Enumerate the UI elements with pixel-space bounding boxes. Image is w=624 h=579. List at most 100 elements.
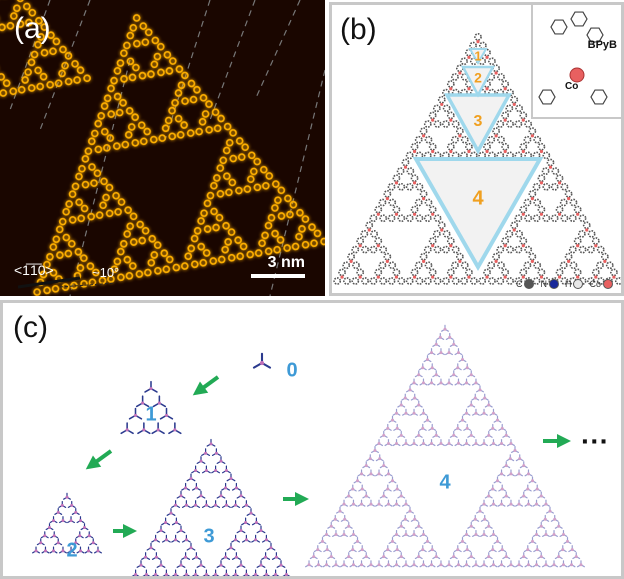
cobalt-node	[224, 555, 228, 559]
cobalt-atom	[467, 87, 471, 91]
molecule-ring	[378, 198, 387, 207]
cobalt-node	[249, 511, 253, 515]
molecular-ring	[168, 132, 177, 141]
cobalt-node	[553, 517, 557, 521]
molecule-ring	[469, 151, 478, 160]
molecular-ring	[286, 210, 294, 219]
molecule-ring	[555, 205, 564, 214]
molecular-ring	[137, 121, 146, 130]
molecular-ring	[76, 264, 85, 272]
molecular-ring	[310, 239, 318, 248]
stm-image	[0, 0, 325, 296]
molecule-ring	[497, 261, 505, 270]
cobalt-node	[184, 486, 188, 490]
molecule-ring	[451, 261, 459, 270]
molecule-ring	[428, 205, 437, 214]
molecular-ring	[181, 71, 189, 80]
cobalt-node	[69, 519, 73, 523]
molecule-ring	[410, 174, 419, 183]
molecule-ring	[487, 261, 496, 270]
molecular-ring	[180, 262, 189, 270]
cobalt-atom	[567, 259, 571, 263]
molecular-ring	[283, 244, 291, 252]
molecule-ring	[568, 214, 577, 223]
molecule-ring	[488, 88, 496, 97]
cobalt-node	[184, 538, 188, 542]
cobalt-node	[69, 549, 73, 553]
cobalt-node	[342, 532, 346, 536]
molecular-ring	[87, 212, 96, 221]
cobalt-node	[194, 555, 198, 559]
molecular-ring	[55, 225, 64, 234]
molecule-ring	[460, 277, 468, 285]
molecule-ring	[432, 104, 441, 113]
molecule-ring	[524, 214, 533, 223]
cobalt-node	[403, 517, 407, 521]
molecule-ring	[460, 88, 468, 97]
cobalt-node	[487, 555, 491, 559]
molecular-ring	[121, 140, 130, 149]
molecular-ring	[243, 185, 252, 193]
molecule-ring	[550, 182, 559, 191]
cobalt-node	[360, 487, 364, 491]
legend-h-dot	[573, 279, 584, 289]
molecular-ring	[184, 252, 193, 261]
molecular-ring	[150, 251, 159, 259]
molecular-ring	[265, 172, 274, 180]
cobalt-node	[482, 411, 486, 415]
molecule-ring	[424, 135, 433, 144]
cobalt-atom	[612, 275, 616, 279]
molecule-ring	[497, 73, 505, 81]
molecular-ring	[124, 206, 132, 214]
cobalt-node	[164, 538, 168, 542]
molecular-ring	[154, 266, 162, 275]
molecule-ring	[573, 205, 582, 214]
molecular-ring	[225, 138, 234, 147]
cobalt-node	[214, 469, 218, 473]
molecule-ring	[501, 142, 510, 151]
cobalt-node	[325, 548, 329, 552]
molecule-ring	[514, 214, 523, 223]
cobalt-atom	[431, 118, 435, 122]
arrow-1-to-2	[85, 449, 113, 470]
molecule-ring	[514, 120, 523, 128]
cobalt-node	[473, 396, 477, 400]
molecular-ring	[128, 262, 137, 270]
molecular-ring	[160, 249, 169, 257]
molecular-ring	[221, 245, 229, 254]
cobalt-node	[343, 517, 347, 521]
molecular-ring	[308, 223, 316, 231]
cobalt-atom	[394, 181, 399, 185]
cobalt-atom	[467, 149, 471, 154]
triangle-label-2: 2	[474, 70, 482, 86]
molecular-ring	[313, 229, 322, 238]
cobalt-node	[342, 563, 346, 567]
cobalt-node	[234, 538, 238, 542]
molecular-ring	[97, 112, 106, 120]
molecular-ring	[58, 69, 66, 78]
cobalt-node	[174, 572, 178, 576]
molecular-ring	[126, 31, 135, 40]
stage-label-1: 1	[145, 403, 156, 425]
molecule-ring	[433, 120, 442, 128]
molecule-ring	[596, 245, 605, 254]
cobalt-atom	[539, 275, 544, 279]
molecule-ring	[446, 237, 455, 245]
molecule-ring	[451, 151, 460, 160]
cobalt-node	[421, 442, 425, 446]
cobalt-node	[219, 563, 223, 567]
molecule-ring	[551, 167, 560, 176]
cobalt-node	[469, 373, 473, 377]
cobalt-node	[382, 464, 386, 468]
cobalt-node	[234, 555, 238, 559]
cobalt-node	[465, 532, 469, 536]
molecule-ring	[388, 261, 397, 270]
molecular-ring	[168, 106, 176, 115]
molecular-ring	[113, 66, 122, 75]
molecule-ring	[488, 57, 496, 66]
molecular-ring	[147, 258, 156, 267]
molecular-ring	[187, 79, 196, 88]
cobalt-node	[417, 555, 421, 559]
cobalt-node	[395, 563, 399, 567]
cobalt-node	[214, 503, 218, 507]
